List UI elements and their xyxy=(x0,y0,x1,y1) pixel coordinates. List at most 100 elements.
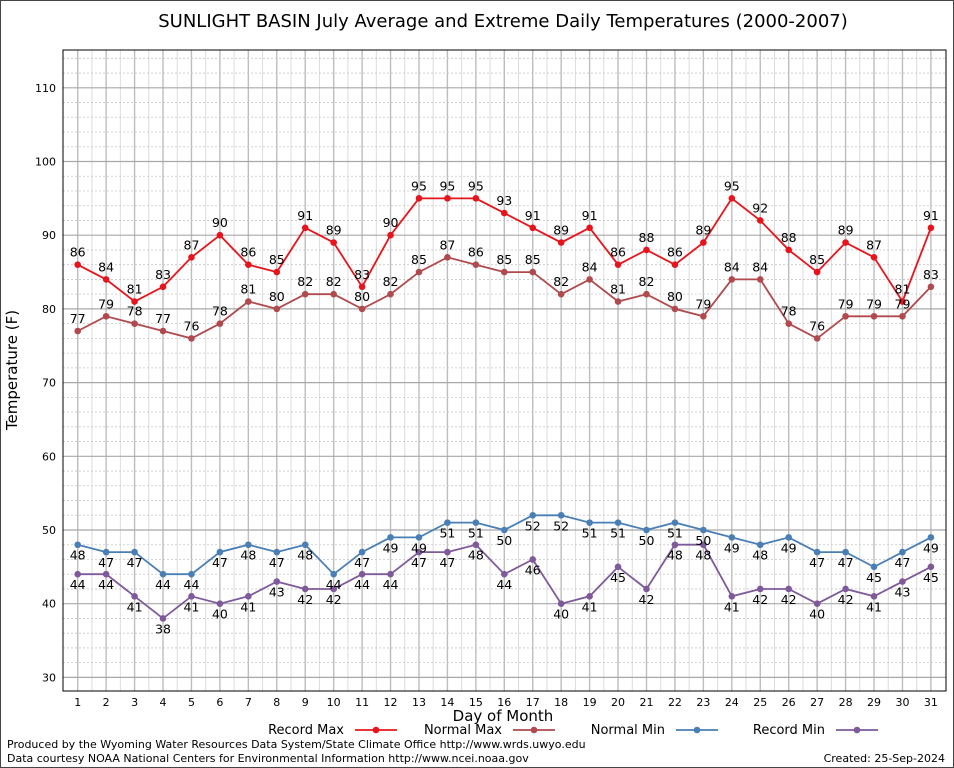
data-point xyxy=(756,217,764,224)
x-tick-label: 28 xyxy=(839,696,853,709)
data-point xyxy=(472,519,480,526)
data-point xyxy=(501,570,508,578)
y-tick-label: 70 xyxy=(42,377,56,390)
data-label: 47 xyxy=(212,555,228,570)
data-point xyxy=(785,320,792,327)
data-label: 47 xyxy=(838,555,854,570)
data-point xyxy=(643,246,650,254)
data-label: 82 xyxy=(297,274,313,289)
data-label: 80 xyxy=(354,289,370,304)
data-label: 76 xyxy=(809,318,825,333)
data-label: 77 xyxy=(155,311,171,326)
data-point xyxy=(529,511,537,519)
y-tick-label: 110 xyxy=(35,82,56,95)
data-point xyxy=(529,556,537,563)
x-tick-label: 4 xyxy=(160,696,167,709)
data-label: 79 xyxy=(866,296,882,311)
legend-label: Normal Min xyxy=(591,723,665,738)
data-point xyxy=(301,224,309,232)
data-label: 85 xyxy=(269,252,285,267)
data-label: 89 xyxy=(695,223,711,238)
data-label: 51 xyxy=(582,526,598,541)
data-label: 47 xyxy=(354,555,370,570)
x-tick-label: 14 xyxy=(440,696,454,709)
data-label: 42 xyxy=(781,592,797,607)
data-point xyxy=(927,283,935,291)
data-label: 42 xyxy=(326,592,342,607)
data-label: 41 xyxy=(127,599,143,614)
data-label: 93 xyxy=(496,193,512,208)
data-label: 47 xyxy=(809,555,825,570)
x-tick-label: 19 xyxy=(583,696,597,709)
data-label: 88 xyxy=(781,230,797,245)
data-label: 51 xyxy=(667,526,683,541)
data-point xyxy=(273,548,281,556)
data-point xyxy=(472,541,480,549)
data-label: 47 xyxy=(98,555,114,570)
data-point xyxy=(102,312,110,320)
data-point xyxy=(927,534,935,541)
x-tick-label: 23 xyxy=(696,696,710,709)
y-axis-title: Temperature (F) xyxy=(3,310,21,431)
data-point xyxy=(700,312,707,320)
data-label: 82 xyxy=(326,274,342,289)
data-point xyxy=(245,261,252,268)
y-tick-label: 40 xyxy=(42,598,56,611)
data-labels: 86 84 81 83 87 90 86 85 91 89 83 90 95 95 95 93 91 89 91 86… xyxy=(70,178,939,636)
data-point xyxy=(188,593,195,600)
data-point xyxy=(301,541,309,549)
data-label: 83 xyxy=(923,267,939,282)
data-point xyxy=(586,224,593,232)
data-label: 83 xyxy=(354,267,370,282)
y-tick-label: 30 xyxy=(42,671,56,684)
data-point xyxy=(415,548,423,556)
data-point xyxy=(358,570,366,578)
data-point xyxy=(870,593,878,600)
data-label: 51 xyxy=(468,526,484,541)
data-label: 85 xyxy=(809,252,825,267)
data-label: 48 xyxy=(695,548,711,563)
data-label: 41 xyxy=(582,599,598,614)
data-label: 80 xyxy=(667,289,683,304)
data-point xyxy=(813,600,821,607)
data-point xyxy=(557,600,565,607)
data-point xyxy=(700,541,707,549)
data-label: 80 xyxy=(269,289,285,304)
data-label: 76 xyxy=(184,318,200,333)
data-point xyxy=(586,276,593,283)
data-point xyxy=(131,298,138,305)
data-point xyxy=(927,224,935,232)
data-point xyxy=(529,224,537,232)
legend-label: Record Min xyxy=(753,723,825,738)
data-point xyxy=(870,563,878,571)
x-tick-label: 2 xyxy=(103,696,110,709)
data-point xyxy=(813,335,821,342)
x-tick-label: 7 xyxy=(245,696,252,709)
legend-swatch-marker xyxy=(372,726,380,734)
data-label: 87 xyxy=(184,237,200,252)
data-label: 42 xyxy=(297,592,313,607)
data-point xyxy=(188,570,195,578)
data-label: 79 xyxy=(695,296,711,311)
data-point xyxy=(643,585,650,593)
data-point xyxy=(216,231,224,239)
x-tick-label: 8 xyxy=(273,696,280,709)
data-point xyxy=(330,290,337,298)
data-label: 38 xyxy=(155,621,171,636)
data-label: 81 xyxy=(240,282,256,297)
data-label: 41 xyxy=(240,599,256,614)
y-tick-label: 80 xyxy=(42,303,56,316)
data-point xyxy=(899,312,906,320)
data-label: 49 xyxy=(781,540,797,555)
data-label: 95 xyxy=(439,178,455,193)
data-point xyxy=(842,548,849,556)
x-tick-label: 9 xyxy=(302,696,309,709)
data-point xyxy=(387,290,394,298)
legend: Record Max Normal Max Normal Min Record Min xyxy=(268,723,878,738)
data-point xyxy=(557,511,565,519)
data-label: 44 xyxy=(496,577,512,592)
data-label: 50 xyxy=(639,533,655,548)
data-label: 84 xyxy=(582,259,598,274)
data-label: 89 xyxy=(553,223,569,238)
data-label: 40 xyxy=(553,607,569,622)
